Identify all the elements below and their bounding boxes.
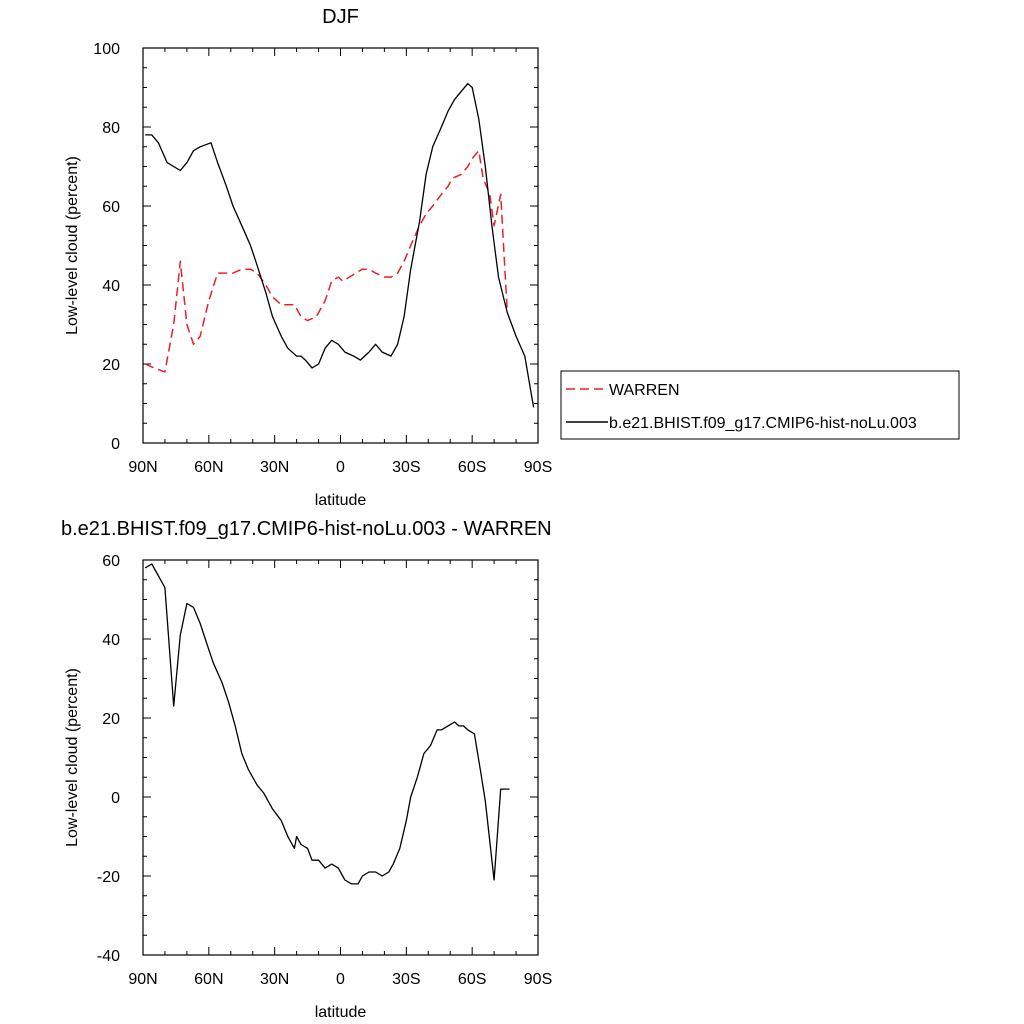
x-axis-label: latitude xyxy=(315,492,367,509)
legend-label: WARREN xyxy=(609,382,680,399)
x-tick-label: 0 xyxy=(336,459,345,476)
y-tick-label: 40 xyxy=(102,278,120,295)
y-axis-label: Low-level cloud (percent) xyxy=(64,668,81,847)
y-tick-label: -20 xyxy=(97,869,120,886)
legend-label: b.e21.BHIST.f09_g17.CMIP6-hist-noLu.003 xyxy=(609,415,917,432)
y-axis-label: Low-level cloud (percent) xyxy=(64,156,81,335)
x-tick-label: 60N xyxy=(194,971,223,988)
x-tick-label: 0 xyxy=(336,971,345,988)
x-tick-label: 30N xyxy=(260,971,289,988)
x-tick-label: 30N xyxy=(260,459,289,476)
y-tick-label: -40 xyxy=(97,948,120,965)
x-tick-label: 60S xyxy=(458,459,486,476)
series-line-warren xyxy=(144,149,509,373)
x-tick-label: 90S xyxy=(524,459,552,476)
x-axis-label: latitude xyxy=(315,1004,367,1021)
legend: WARREN b.e21.BHIST.f09_g17.CMIP6-hist-noL… xyxy=(560,370,960,440)
series-line-difference xyxy=(144,563,510,885)
chart-2: b.e21.BHIST.f09_g17.CMIP6-hist-noLu.003 … xyxy=(61,518,552,1021)
y-tick-label: 20 xyxy=(102,357,120,374)
chart-title: b.e21.BHIST.f09_g17.CMIP6-hist-noLu.003 … xyxy=(61,518,552,540)
y-tick-label: 20 xyxy=(102,711,120,728)
y-tick-label: 0 xyxy=(111,790,120,807)
chart-1: DJF 90N 60N 30N 0 30S 60S 90S 0 20 40 60 80 100 latitu… xyxy=(64,6,960,509)
x-tick-label: 90N xyxy=(128,459,157,476)
x-tick-label: 60S xyxy=(458,971,486,988)
y-tick-label: 80 xyxy=(102,120,120,137)
y-tick-label: 0 xyxy=(111,436,120,453)
y-tick-label: 60 xyxy=(102,553,120,570)
x-tick-label: 30S xyxy=(392,971,420,988)
y-tick-label: 60 xyxy=(102,199,120,216)
chart-title: DJF xyxy=(322,6,359,28)
series-line-b-e21-bhist-f09-g17-cmip6-hist-nolu-003 xyxy=(145,82,535,408)
x-tick-label: 90S xyxy=(524,971,552,988)
x-tick-label: 60N xyxy=(194,459,223,476)
y-tick-label: 100 xyxy=(93,41,120,58)
plot-frame xyxy=(142,47,539,444)
x-tick-label: 90N xyxy=(128,971,157,988)
legend-box xyxy=(560,370,960,440)
y-tick-label: 40 xyxy=(102,632,120,649)
x-tick-label: 30S xyxy=(392,459,420,476)
